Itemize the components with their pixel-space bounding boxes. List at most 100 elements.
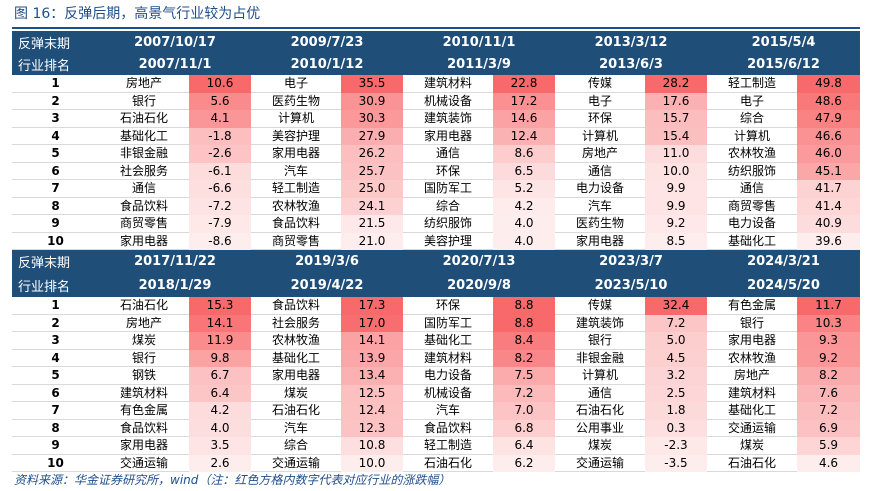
return-value-cell: 2.5 [645, 384, 707, 402]
return-value-cell: 4.0 [493, 232, 555, 250]
rank-cell: 9 [51, 216, 60, 230]
period-end-date: 2023/5/10 [555, 274, 707, 298]
return-value-cell: 21.5 [341, 215, 403, 233]
period-start-date: 2020/7/13 [403, 250, 555, 274]
rank-cell: 10 [47, 233, 64, 248]
industry-name-cell: 电力设备 [727, 216, 776, 230]
period-start-date: 2007/10/17 [99, 31, 251, 53]
industry-name-cell: 汽车 [587, 198, 612, 213]
industry-name-cell: 石油石化 [575, 403, 624, 417]
rank-cell: 2 [51, 93, 60, 108]
rank-cell: 1 [51, 298, 60, 312]
rank-cell: 6 [51, 385, 60, 400]
return-value-cell: 11.0 [645, 145, 707, 163]
table-row: 7 通信 -6.6 轻工制造 25.0 国防军工 5.2 电力设备 9.9 通信 41.7 [12, 180, 860, 198]
period-end-date: 2013/6/3 [555, 53, 707, 75]
period-date-text: 2018/1/29 [138, 277, 212, 293]
industry-name-cell: 钢铁 [131, 368, 156, 382]
table-row: 8 食品饮料 4.0 汽车 12.3 食品饮料 6.8 公用事业 0.3 交通运输 6.9 [12, 419, 860, 437]
industry-name-cell: 汽车 [283, 163, 308, 178]
return-value-cell: 3.5 [189, 437, 251, 455]
return-value-cell: 10.0 [341, 454, 403, 472]
industry-name-cell: 环保 [587, 111, 612, 125]
industry-name-cell: 有色金属 [119, 403, 168, 417]
industry-name-cell: 房地产 [125, 315, 162, 330]
industry-name-cell: 非银金融 [575, 350, 624, 365]
period-date-text: 2010/1/12 [290, 56, 364, 72]
return-value-cell: 41.7 [797, 180, 860, 198]
period-date-text: 2020/9/8 [447, 277, 511, 293]
table-row: 2 房地产 14.1 社会服务 17.0 国防军工 8.8 建筑装饰 7.2 银行 10.3 [12, 314, 860, 332]
return-value-cell: 12.4 [341, 402, 403, 420]
industry-name-cell: 汽车 [283, 420, 308, 435]
return-value-cell: 6.8 [493, 419, 555, 437]
rank-cell: 2 [51, 315, 60, 330]
period-end-date: 2020/9/8 [403, 274, 555, 298]
period-start-date: 2015/5/4 [707, 31, 860, 53]
return-value-cell: 8.6 [493, 145, 555, 163]
return-value-cell: 17.3 [341, 297, 403, 315]
industry-name-cell: 建筑装饰 [423, 111, 472, 125]
industry-name-cell: 医药生物 [575, 216, 624, 230]
return-value-cell: 6.2 [493, 454, 555, 472]
industry-name-cell: 纺织服饰 [727, 163, 776, 178]
return-value-cell: 8.8 [493, 297, 555, 315]
industry-name-cell: 交通运输 [271, 455, 320, 470]
return-value-cell: 25.7 [341, 162, 403, 180]
period-end-date: 2007/11/1 [99, 53, 251, 75]
industry-name-cell: 通信 [435, 146, 460, 160]
rank-cell: 5 [51, 368, 60, 382]
return-value-cell: 30.9 [341, 92, 403, 110]
industry-name-cell: 电力设备 [423, 368, 472, 382]
period-header-row: 行业排名 2007/11/1 2010/1/12 2011/3/9 2013/6/3 20… [12, 53, 860, 75]
industry-ranking-table: 反弹末期 2007/10/17 2009/7/23 2010/11/1 2013/3/1… [12, 31, 860, 472]
industry-name-cell: 环保 [435, 163, 460, 178]
industry-name-cell: 计算机 [581, 128, 618, 143]
industry-name-cell: 汽车 [435, 403, 460, 417]
period-date-text: 2020/7/13 [442, 254, 516, 270]
industry-name-cell: 家用电器 [575, 233, 624, 248]
industry-name-cell: 石油石化 [119, 298, 168, 312]
period-start-date: 2017/11/22 [99, 250, 251, 274]
industry-name-cell: 石油石化 [423, 455, 472, 470]
return-value-cell: 4.2 [189, 402, 251, 420]
return-value-cell: -2.3 [645, 437, 707, 455]
industry-name-cell: 煤炭 [131, 333, 156, 347]
period-date-text: 2007/11/1 [138, 56, 212, 72]
table-row: 7 有色金属 4.2 石油石化 12.4 汽车 7.0 石油石化 1.8 基础化工 7.2 [12, 402, 860, 420]
industry-name-cell: 计算机 [733, 128, 770, 143]
industry-name-cell: 商贸零售 [727, 198, 776, 213]
industry-name-cell: 基础化工 [423, 333, 472, 347]
industry-name-cell: 家用电器 [727, 333, 776, 347]
industry-name-cell: 商贸零售 [119, 216, 168, 230]
return-value-cell: 46.6 [797, 127, 860, 145]
industry-name-cell: 基础化工 [727, 403, 776, 417]
return-value-cell: 12.4 [493, 127, 555, 145]
industry-name-cell: 煤炭 [739, 438, 764, 452]
rank-cell: 7 [51, 181, 60, 195]
period-date-text: 2023/3/7 [599, 254, 663, 270]
header-label-text: 反弹末期 [18, 36, 71, 52]
period-date-text: 2013/3/12 [594, 34, 668, 50]
table-row: 1 石油石化 15.3 食品饮料 17.3 环保 8.8 传媒 32.4 有色金属 11.7 [12, 297, 860, 315]
table-row: 1 房地产 10.6 电子 35.5 建筑材料 22.8 传媒 28.2 轻工制造 49.8 [12, 75, 860, 93]
return-value-cell: 6.7 [189, 367, 251, 385]
table-row: 10 交通运输 2.6 交通运输 10.0 石油石化 6.2 交通运输 -3.5 石油石化 4.6 [12, 454, 860, 472]
period-header-row: 行业排名 2018/1/29 2019/4/22 2020/9/8 2023/5/10 2… [12, 273, 860, 298]
industry-name-cell: 建筑材料 [423, 350, 472, 365]
industry-name-cell: 公用事业 [575, 420, 624, 435]
return-value-cell: 5.0 [645, 332, 707, 350]
industry-name-cell: 轻工制造 [727, 76, 776, 90]
period-header-row: 反弹末期 2017/11/22 2019/3/6 2020/7/13 2023/3/7 2… [12, 250, 860, 274]
period-date-text: 2013/6/3 [599, 56, 663, 72]
table-row: 9 商贸零售 -7.9 食品饮料 21.5 纺织服饰 4.0 医药生物 9.2 电力设备 40.9 [12, 215, 860, 233]
table-row: 4 银行 9.8 基础化工 13.9 建筑材料 8.2 非银金融 4.5 农林牧渔 9.2 [12, 349, 860, 367]
return-value-cell: -3.5 [645, 454, 707, 472]
return-value-cell: 12.3 [341, 419, 403, 437]
industry-name-cell: 非银金融 [119, 146, 168, 160]
industry-name-cell: 家用电器 [423, 128, 472, 143]
rank-cell: 8 [51, 420, 60, 435]
industry-name-cell: 医药生物 [271, 93, 320, 108]
industry-name-cell: 交通运输 [575, 455, 624, 470]
return-value-cell: 15.3 [189, 297, 251, 315]
